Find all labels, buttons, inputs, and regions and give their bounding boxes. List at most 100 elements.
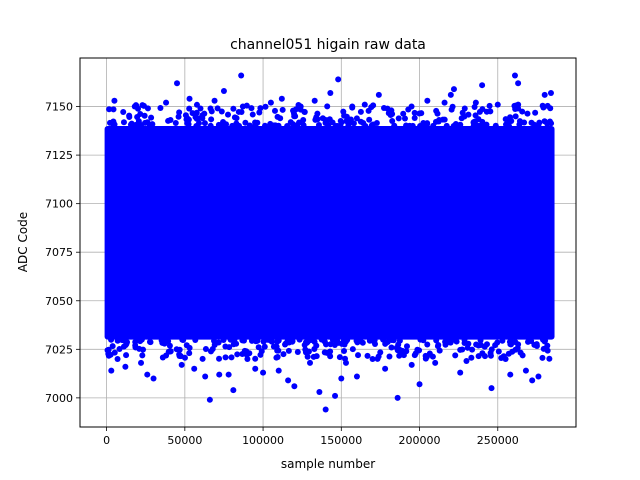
data-point — [476, 122, 483, 129]
data-point — [202, 373, 209, 380]
data-point — [366, 116, 373, 123]
data-point — [181, 354, 188, 361]
data-point — [424, 341, 431, 348]
data-point — [506, 118, 513, 125]
data-point — [116, 345, 123, 352]
data-point — [433, 337, 440, 344]
y-tick-label: 7100 — [45, 198, 73, 211]
data-point — [211, 341, 218, 348]
data-point — [167, 117, 174, 124]
data-point — [386, 353, 393, 360]
data-point — [225, 111, 232, 118]
data-point — [140, 346, 147, 353]
data-point — [499, 337, 506, 344]
data-point — [495, 348, 502, 355]
data-point — [311, 338, 318, 345]
data-point — [448, 336, 455, 343]
data-point — [375, 91, 382, 98]
data-point — [354, 339, 361, 346]
data-point — [395, 115, 402, 122]
data-point — [479, 82, 486, 89]
data-point — [470, 119, 477, 126]
data-point — [182, 112, 189, 119]
data-point — [294, 349, 301, 356]
data-point — [321, 338, 328, 345]
data-point — [426, 350, 433, 357]
data-point — [400, 110, 407, 117]
data-point — [291, 383, 298, 390]
data-point — [544, 342, 551, 349]
data-point — [201, 120, 208, 127]
data-point — [300, 122, 307, 129]
data-point — [226, 344, 233, 351]
data-point — [524, 110, 531, 117]
data-point — [450, 86, 457, 93]
data-point — [468, 354, 475, 361]
data-point — [541, 91, 548, 98]
data-point — [122, 336, 129, 343]
data-point — [406, 122, 413, 129]
data-point — [353, 373, 360, 380]
data-point — [216, 355, 223, 362]
data-point — [296, 336, 303, 343]
data-point — [411, 109, 418, 116]
data-point — [539, 354, 546, 361]
data-point — [388, 344, 395, 351]
data-point — [435, 342, 442, 349]
data-point — [109, 343, 116, 350]
data-point — [275, 347, 282, 354]
data-point — [176, 346, 183, 353]
x-tick-label: 0 — [103, 434, 110, 447]
data-point — [257, 105, 264, 112]
data-point — [492, 342, 499, 349]
data-point — [380, 336, 387, 343]
data-point — [220, 337, 227, 344]
data-point — [457, 369, 464, 376]
x-tick-label: 150000 — [320, 434, 362, 447]
data-point — [416, 347, 423, 354]
data-point — [472, 99, 479, 106]
data-point — [322, 119, 329, 126]
data-point — [522, 367, 529, 374]
data-point — [274, 113, 281, 120]
data-point — [370, 121, 377, 128]
data-point — [494, 101, 501, 108]
data-point — [138, 336, 145, 343]
data-point — [301, 109, 308, 116]
data-point — [315, 121, 322, 128]
data-point — [434, 110, 441, 117]
data-point — [420, 121, 427, 128]
data-point — [139, 352, 146, 359]
data-point — [185, 121, 192, 128]
data-point — [327, 89, 334, 96]
data-point — [521, 119, 528, 126]
data-point — [319, 115, 326, 122]
data-point — [238, 108, 245, 115]
y-axis-ticks: 7000 7025 7050 7075 7100 7125 7150 — [45, 101, 80, 405]
data-point — [332, 122, 339, 129]
data-point — [275, 122, 282, 129]
data-point — [229, 122, 236, 129]
data-point — [218, 108, 225, 115]
data-point — [225, 371, 232, 378]
data-point — [442, 341, 449, 348]
data-point — [222, 354, 229, 361]
data-point — [206, 396, 213, 403]
data-point — [186, 95, 193, 102]
data-point — [547, 89, 554, 96]
data-point — [357, 118, 364, 125]
x-tick-label: 250000 — [477, 434, 519, 447]
dense-point-band — [104, 125, 555, 340]
data-point — [539, 336, 546, 343]
data-point — [502, 356, 509, 363]
data-point — [239, 103, 246, 110]
data-point — [464, 344, 471, 351]
data-point — [327, 341, 334, 348]
data-point — [505, 350, 512, 357]
data-point — [382, 365, 389, 372]
data-point — [311, 346, 318, 353]
data-point — [242, 119, 249, 126]
data-point — [186, 350, 193, 357]
data-point — [329, 336, 336, 343]
plot-frame — [79, 57, 577, 428]
